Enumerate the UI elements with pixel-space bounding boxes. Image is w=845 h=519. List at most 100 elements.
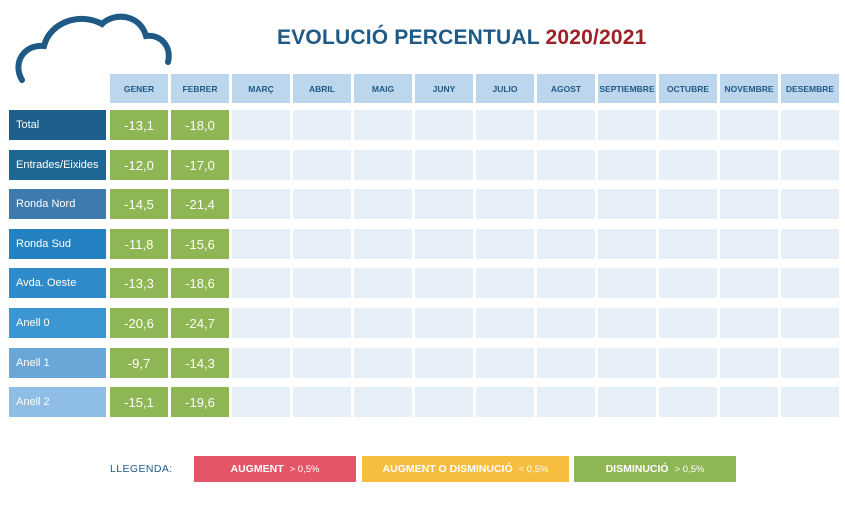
value-cell: -21,4: [171, 189, 229, 219]
column-header: SEPTIEMBRE: [598, 74, 656, 103]
value-cell: -14,3: [171, 348, 229, 378]
row-label: Anell 2: [9, 387, 106, 417]
empty-cell: [537, 229, 595, 259]
empty-cell: [232, 189, 290, 219]
value-cell: -9,7: [110, 348, 168, 378]
empty-cell: [415, 189, 473, 219]
empty-cell: [415, 229, 473, 259]
legend-item-threshold: > 0,5%: [674, 463, 705, 475]
empty-cell: [720, 150, 778, 180]
legend-item-threshold: < 0,5%: [518, 463, 549, 475]
empty-cell: [537, 308, 595, 338]
empty-cell: [537, 387, 595, 417]
empty-cell: [720, 308, 778, 338]
empty-cell: [781, 229, 839, 259]
empty-cell: [598, 229, 656, 259]
empty-cell: [415, 268, 473, 298]
empty-cell: [781, 110, 839, 140]
title-year: 2020/2021: [545, 26, 647, 49]
row-label: Anell 1: [9, 348, 106, 378]
column-header: JUNY: [415, 74, 473, 103]
empty-cell: [598, 150, 656, 180]
empty-cell: [781, 150, 839, 180]
legend-item-threshold: > 0,5%: [289, 463, 320, 475]
empty-cell: [232, 150, 290, 180]
empty-cell: [598, 268, 656, 298]
empty-cell: [415, 348, 473, 378]
page-title: EVOLUCIÓ PERCENTUAL 2020/2021: [277, 26, 647, 50]
empty-cell: [659, 110, 717, 140]
empty-cell: [354, 229, 412, 259]
empty-cell: [354, 150, 412, 180]
empty-cell: [232, 110, 290, 140]
column-header: GENER: [110, 74, 168, 103]
empty-cell: [232, 268, 290, 298]
column-header: NOVEMBRE: [720, 74, 778, 103]
value-cell: -24,7: [171, 308, 229, 338]
column-header: DESEMBRE: [781, 74, 839, 103]
value-cell: -18,0: [171, 110, 229, 140]
empty-cell: [293, 110, 351, 140]
empty-cell: [659, 229, 717, 259]
row-label: Total: [9, 110, 106, 140]
column-header: JULIO: [476, 74, 534, 103]
empty-cell: [354, 348, 412, 378]
empty-cell: [476, 268, 534, 298]
empty-cell: [598, 348, 656, 378]
row-label: Anell 0: [9, 308, 106, 338]
empty-cell: [354, 189, 412, 219]
empty-cell: [720, 110, 778, 140]
legend-item: AUGMENT > 0,5%: [194, 456, 356, 482]
empty-cell: [537, 110, 595, 140]
value-cell: -17,0: [171, 150, 229, 180]
empty-cell: [537, 189, 595, 219]
empty-cell: [354, 110, 412, 140]
empty-cell: [415, 110, 473, 140]
column-header: MAIG: [354, 74, 412, 103]
value-cell: -18,6: [171, 268, 229, 298]
empty-cell: [781, 189, 839, 219]
empty-cell: [720, 387, 778, 417]
empty-cell: [354, 387, 412, 417]
empty-cell: [476, 189, 534, 219]
legend-item: DISMINUCIÓ > 0,5%: [574, 456, 736, 482]
column-header: ABRIL: [293, 74, 351, 103]
title-main: EVOLUCIÓ PERCENTUAL: [277, 26, 540, 49]
empty-cell: [293, 308, 351, 338]
row-label: Entrades/Eixides: [9, 150, 106, 180]
empty-cell: [232, 348, 290, 378]
column-header: FEBRER: [171, 74, 229, 103]
value-cell: -12,0: [110, 150, 168, 180]
empty-cell: [659, 348, 717, 378]
legend-item-text: AUGMENT: [230, 463, 284, 475]
empty-cell: [659, 150, 717, 180]
row-label: Avda. Oeste: [9, 268, 106, 298]
empty-cell: [232, 229, 290, 259]
empty-cell: [293, 229, 351, 259]
empty-cell: [720, 229, 778, 259]
empty-cell: [354, 268, 412, 298]
empty-cell: [415, 150, 473, 180]
empty-cell: [598, 189, 656, 219]
empty-cell: [537, 150, 595, 180]
empty-cell: [476, 387, 534, 417]
empty-cell: [781, 348, 839, 378]
empty-cell: [659, 268, 717, 298]
empty-cell: [476, 308, 534, 338]
empty-cell: [720, 348, 778, 378]
value-cell: -20,6: [110, 308, 168, 338]
empty-cell: [659, 387, 717, 417]
cloud-icon: [15, 13, 172, 83]
empty-cell: [232, 308, 290, 338]
empty-cell: [720, 189, 778, 219]
value-cell: -11,8: [110, 229, 168, 259]
legend-item-text: AUGMENT O DISMINUCIÓ: [382, 463, 513, 475]
empty-cell: [659, 308, 717, 338]
column-header: MARÇ: [232, 74, 290, 103]
empty-cell: [537, 268, 595, 298]
empty-cell: [598, 110, 656, 140]
empty-cell: [293, 189, 351, 219]
empty-cell: [537, 348, 595, 378]
empty-cell: [293, 150, 351, 180]
value-cell: -13,1: [110, 110, 168, 140]
